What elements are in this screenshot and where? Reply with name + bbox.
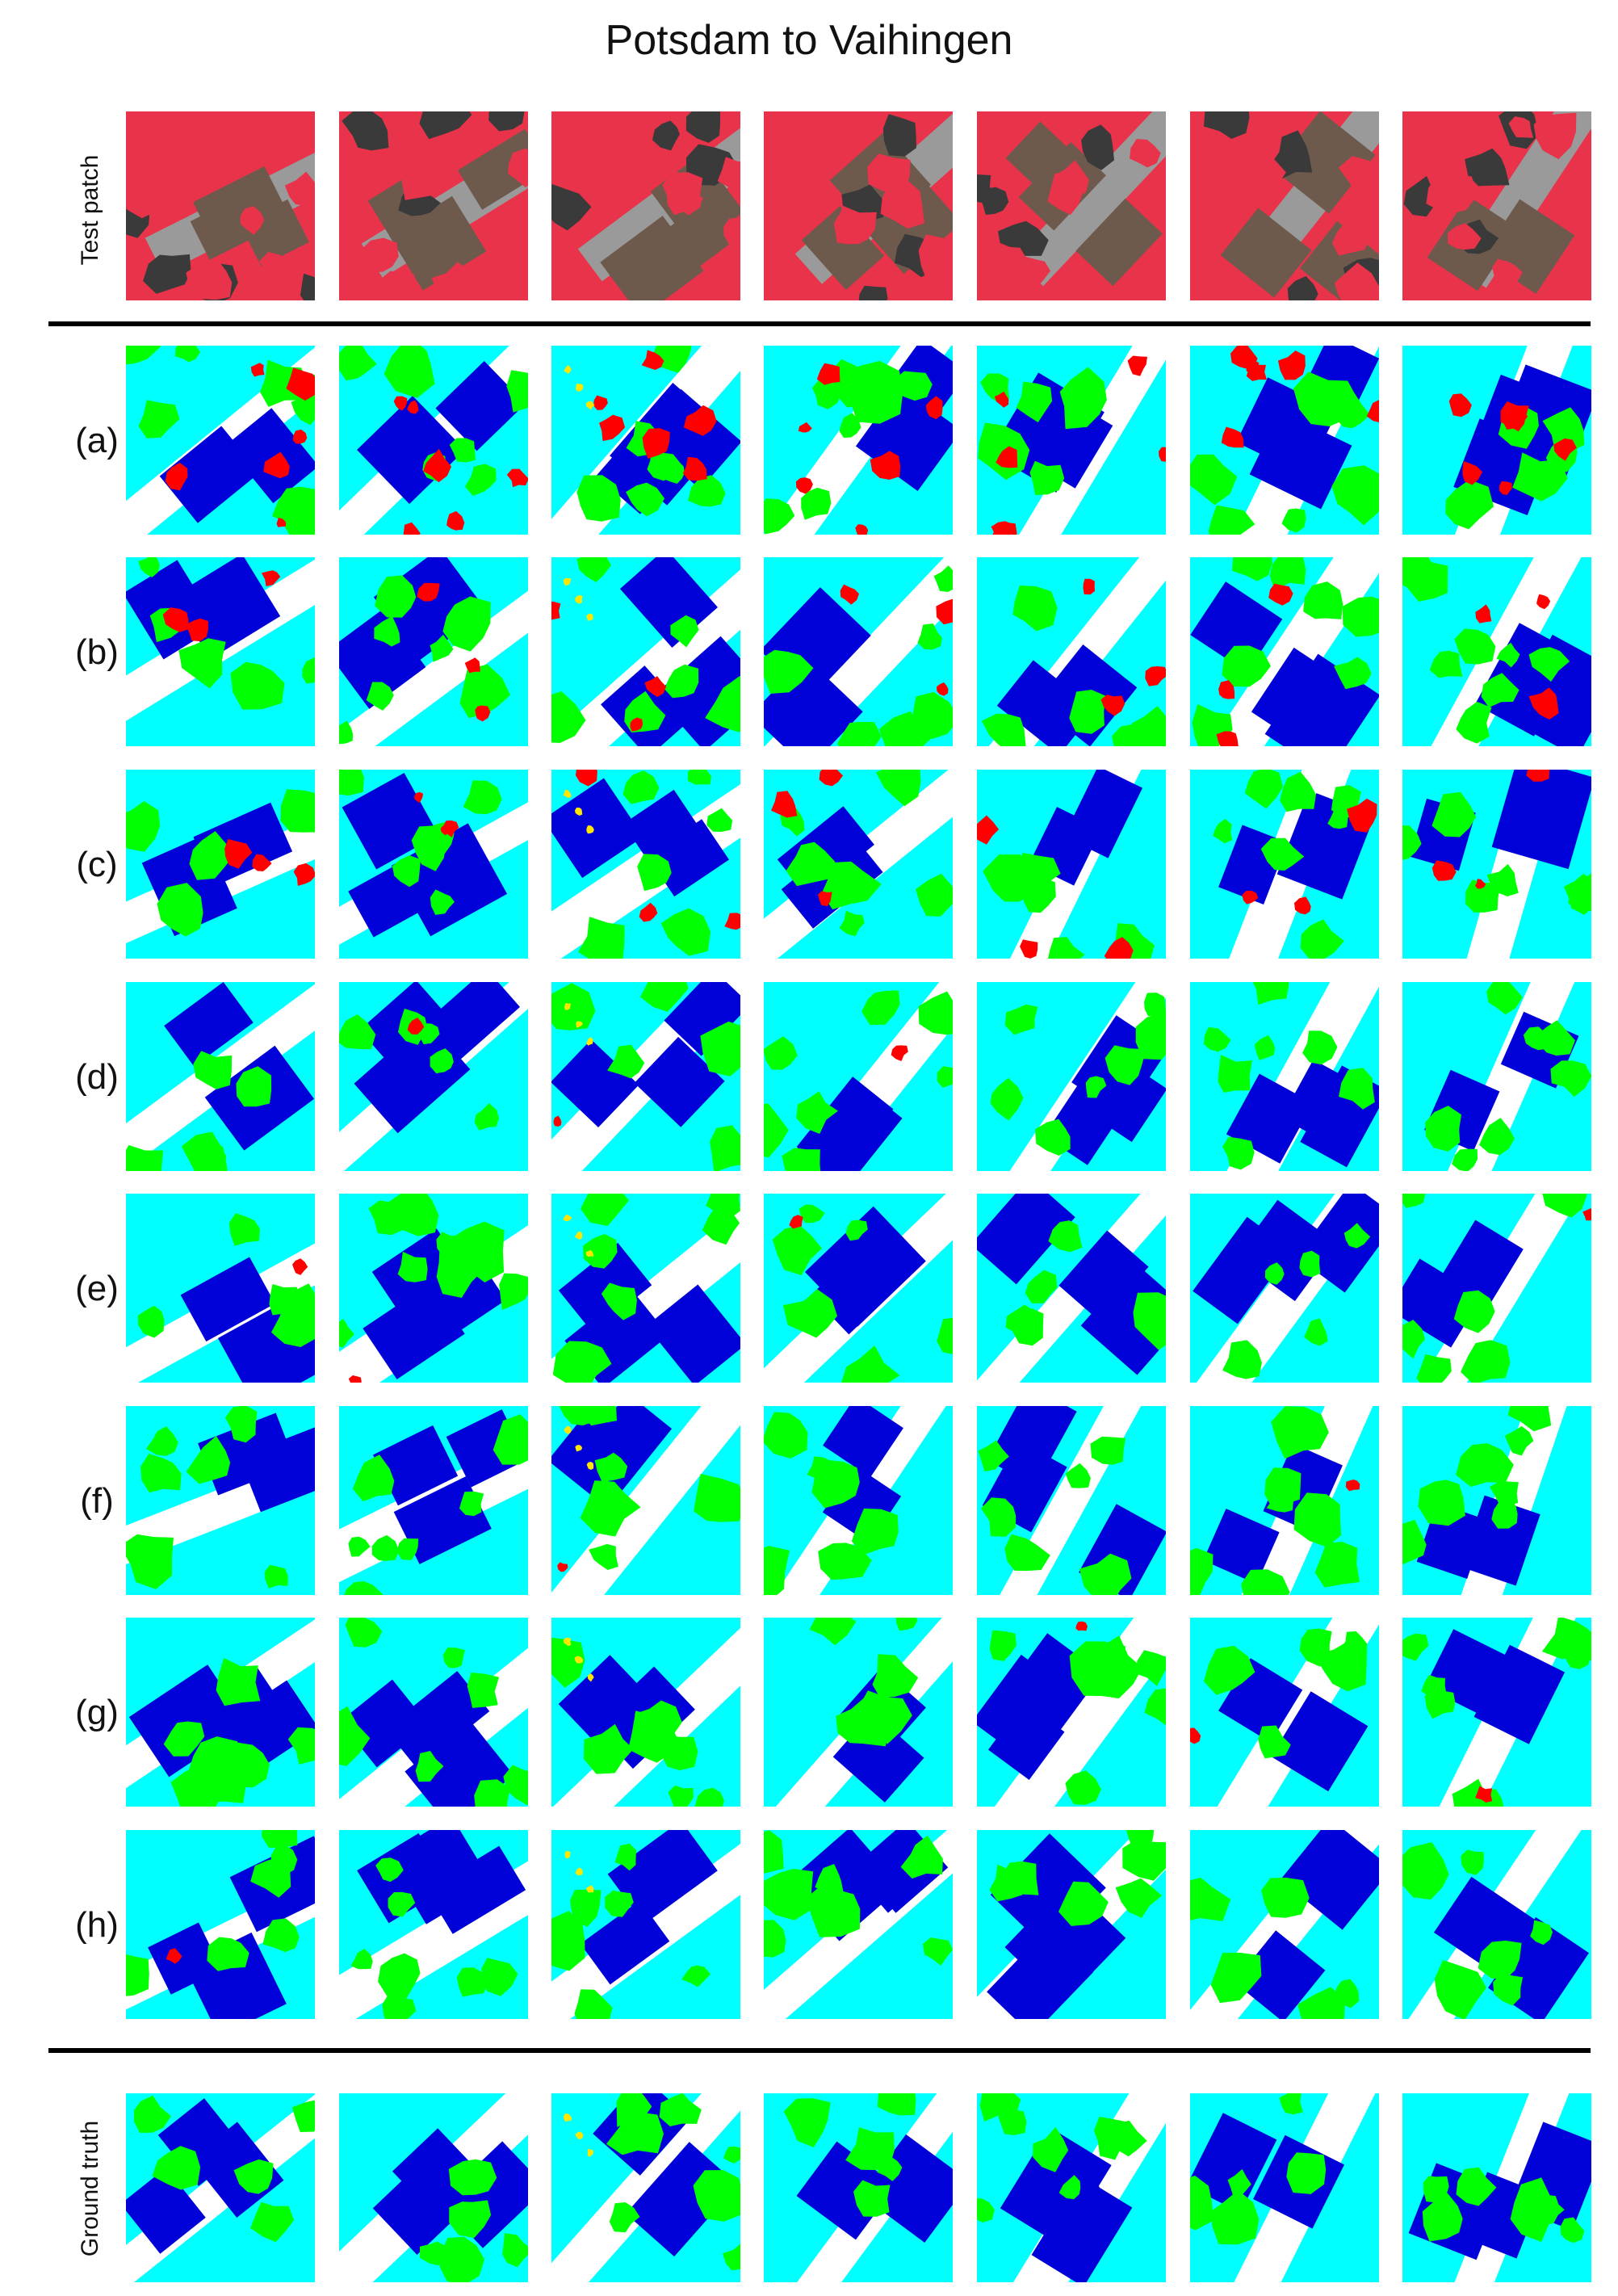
tile-b-5	[977, 557, 1166, 746]
tile-ground-truth-3	[551, 2093, 740, 2282]
tile-b-6	[1190, 557, 1379, 746]
tile-f-2	[339, 1406, 528, 1595]
tile-f-7	[1402, 1406, 1591, 1595]
tile-g-2	[339, 1618, 528, 1807]
tile-f-4	[764, 1406, 953, 1595]
row-label-f: (f)	[80, 1481, 114, 1521]
tile-test-patch-4	[764, 111, 953, 300]
tile-f-5	[977, 1406, 1166, 1595]
tile-a-7	[1402, 346, 1591, 535]
tile-d-2	[339, 982, 528, 1171]
tile-ground-truth-5	[977, 2093, 1166, 2282]
tile-d-4	[764, 982, 953, 1171]
tile-test-patch-2	[339, 111, 528, 300]
tile-test-patch-6	[1190, 111, 1379, 300]
tile-g-7	[1402, 1618, 1591, 1807]
tile-a-3	[551, 346, 740, 535]
tile-h-4	[764, 1830, 953, 2019]
tile-e-7	[1402, 1194, 1591, 1383]
tile-a-4	[764, 346, 953, 535]
tile-b-4	[764, 557, 953, 746]
row-label-e: (e)	[75, 1269, 119, 1308]
row-label-b: (b)	[75, 632, 119, 672]
tile-d-3	[551, 982, 740, 1171]
row-label-h: (h)	[75, 1905, 119, 1945]
tile-d-5	[977, 982, 1166, 1171]
tile-c-5	[977, 770, 1166, 959]
tile-a-1	[126, 346, 315, 535]
tile-test-patch-7	[1402, 111, 1591, 300]
divider-bottom	[48, 2048, 1591, 2053]
tile-b-2	[339, 557, 528, 746]
tile-d-6	[1190, 982, 1379, 1171]
tile-h-5	[977, 1830, 1166, 2019]
tile-d-1	[126, 982, 315, 1171]
tile-g-4	[764, 1618, 953, 1807]
tile-ground-truth-4	[764, 2093, 953, 2282]
tile-a-2	[339, 346, 528, 535]
tile-c-4	[764, 770, 953, 959]
tile-test-patch-1	[126, 111, 315, 300]
tile-b-3	[551, 557, 740, 746]
tile-f-3	[551, 1406, 740, 1595]
tile-e-6	[1190, 1194, 1379, 1383]
tile-h-1	[126, 1830, 315, 2019]
tile-c-6	[1190, 770, 1379, 959]
tile-a-6	[1190, 346, 1379, 535]
tile-g-3	[551, 1618, 740, 1807]
tile-f-1	[126, 1406, 315, 1595]
tile-e-3	[551, 1194, 740, 1383]
figure-title: Potsdam to Vaihingen	[605, 17, 1013, 64]
tile-g-5	[977, 1618, 1166, 1807]
row-label-ground-truth-text: Ground truth	[77, 2120, 103, 2257]
tile-c-7	[1402, 770, 1591, 959]
tile-g-6	[1190, 1618, 1379, 1807]
tile-b-1	[126, 557, 315, 746]
tile-test-patch-5	[977, 111, 1166, 300]
row-label-a: (a)	[75, 421, 119, 460]
tile-ground-truth-7	[1402, 2093, 1591, 2282]
tile-e-1	[126, 1194, 315, 1383]
tile-ground-truth-1	[126, 2093, 315, 2282]
row-label-test-patch-text: Test patch	[77, 154, 103, 266]
divider-top	[48, 321, 1591, 326]
row-label-g: (g)	[75, 1693, 119, 1732]
row-label-ground-truth: Ground truth	[74, 2092, 107, 2286]
tile-e-5	[977, 1194, 1166, 1383]
tile-ground-truth-6	[1190, 2093, 1379, 2282]
row-label-d: (d)	[75, 1057, 119, 1097]
tile-h-7	[1402, 1830, 1591, 2019]
tile-g-1	[126, 1618, 315, 1807]
tile-h-3	[551, 1830, 740, 2019]
tile-e-2	[339, 1194, 528, 1383]
tile-c-1	[126, 770, 315, 959]
tile-h-6	[1190, 1830, 1379, 2019]
tile-ground-truth-2	[339, 2093, 528, 2282]
tile-test-patch-3	[551, 111, 740, 300]
tile-f-6	[1190, 1406, 1379, 1595]
row-label-test-patch: Test patch	[74, 113, 107, 307]
tile-b-7	[1402, 557, 1591, 746]
row-label-c: (c)	[76, 845, 118, 884]
tile-h-2	[339, 1830, 528, 2019]
tile-c-3	[551, 770, 740, 959]
tile-a-5	[977, 346, 1166, 535]
tile-d-7	[1402, 982, 1591, 1171]
tile-e-4	[764, 1194, 953, 1383]
tile-c-2	[339, 770, 528, 959]
